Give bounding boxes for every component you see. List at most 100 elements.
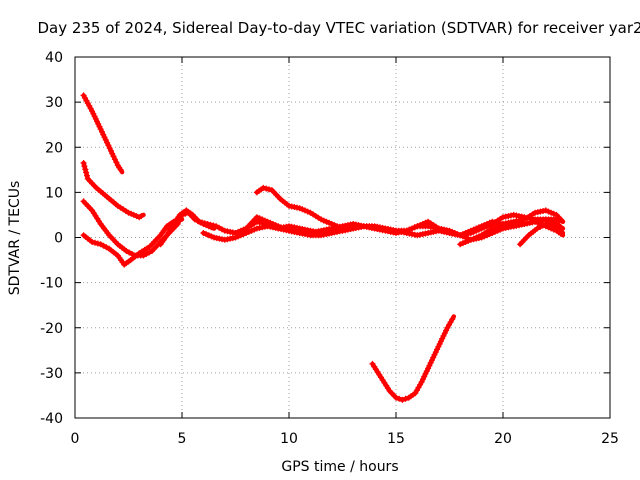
data-point bbox=[138, 213, 145, 220]
data-point bbox=[208, 233, 215, 240]
data-point bbox=[283, 226, 290, 233]
data-point bbox=[393, 394, 399, 401]
data-point bbox=[196, 218, 203, 225]
data-point bbox=[432, 349, 439, 356]
data-point bbox=[264, 218, 271, 225]
data-point bbox=[429, 357, 435, 364]
data-point bbox=[470, 228, 477, 235]
data-point bbox=[200, 230, 207, 236]
data-point bbox=[441, 227, 448, 234]
data-point bbox=[542, 207, 549, 214]
data-point bbox=[304, 208, 311, 215]
data-point bbox=[106, 145, 113, 152]
data-point bbox=[557, 216, 564, 223]
data-point bbox=[125, 209, 132, 216]
data-point bbox=[97, 126, 104, 133]
chart-title: Day 235 of 2024, Sidereal Day-to-day VTE… bbox=[37, 19, 640, 37]
markers-trace-9 bbox=[457, 207, 564, 248]
y-tick-label: -20 bbox=[40, 321, 63, 337]
data-point bbox=[548, 222, 555, 229]
data-point bbox=[548, 209, 555, 216]
y-tick-label: 20 bbox=[45, 140, 63, 156]
data-point bbox=[207, 221, 214, 228]
y-tick-label: -40 bbox=[40, 411, 63, 427]
data-point bbox=[251, 226, 258, 233]
data-point bbox=[296, 205, 303, 212]
data-point bbox=[201, 220, 208, 227]
data-point bbox=[478, 225, 485, 232]
y-tick-label: -30 bbox=[40, 366, 63, 382]
x-tick-label: 15 bbox=[387, 431, 405, 447]
data-point bbox=[414, 223, 421, 230]
data-point bbox=[256, 215, 263, 222]
data-point bbox=[470, 235, 477, 242]
data-point bbox=[417, 222, 424, 229]
markers-trace-11 bbox=[369, 316, 456, 403]
data-point bbox=[475, 233, 482, 240]
data-point bbox=[422, 219, 429, 226]
x-axis-label: GPS time / hours bbox=[281, 459, 398, 475]
data-point bbox=[425, 365, 432, 372]
markers-trace-8 bbox=[243, 211, 563, 239]
x-tick-label: 10 bbox=[280, 431, 298, 447]
data-point bbox=[497, 222, 504, 229]
markers-trace-4 bbox=[80, 217, 183, 268]
data-point bbox=[427, 359, 434, 366]
data-point bbox=[272, 222, 279, 229]
y-tick-label: 10 bbox=[45, 185, 63, 201]
markers-trace-10 bbox=[517, 221, 564, 248]
data-point bbox=[108, 147, 114, 154]
data-point bbox=[81, 163, 88, 170]
data-point bbox=[263, 185, 270, 192]
data-point bbox=[267, 219, 274, 226]
data-point bbox=[92, 239, 98, 246]
data-point bbox=[232, 234, 239, 241]
data-point bbox=[204, 221, 211, 227]
markers-trace-1 bbox=[80, 92, 124, 173]
data-point bbox=[465, 237, 472, 244]
data-point bbox=[435, 343, 442, 350]
data-point bbox=[266, 186, 272, 193]
data-point bbox=[418, 378, 425, 385]
data-point bbox=[421, 373, 428, 380]
data-point bbox=[396, 395, 403, 402]
data-point bbox=[489, 225, 496, 232]
x-tick-label: 5 bbox=[178, 431, 187, 447]
y-tick-label: 0 bbox=[54, 231, 63, 247]
data-point bbox=[260, 184, 267, 191]
data-point bbox=[90, 110, 97, 117]
data-point bbox=[430, 354, 437, 361]
data-point bbox=[467, 236, 474, 243]
data-point bbox=[320, 217, 327, 224]
series-group bbox=[80, 92, 566, 403]
data-point bbox=[542, 221, 549, 227]
data-point bbox=[99, 128, 105, 135]
data-point bbox=[434, 346, 441, 353]
data-point bbox=[318, 216, 325, 223]
data-point bbox=[89, 239, 96, 245]
data-point bbox=[423, 368, 430, 375]
data-point bbox=[557, 228, 564, 235]
data-point bbox=[104, 139, 111, 146]
data-point bbox=[426, 362, 433, 369]
data-point bbox=[275, 223, 282, 230]
data-point bbox=[84, 172, 90, 179]
data-point bbox=[80, 160, 87, 166]
data-point bbox=[420, 376, 426, 383]
data-point bbox=[240, 231, 247, 238]
data-point bbox=[545, 221, 552, 228]
grid bbox=[75, 57, 610, 418]
data-point bbox=[494, 223, 501, 230]
data-point bbox=[302, 207, 308, 214]
data-point bbox=[101, 134, 108, 141]
data-point bbox=[105, 142, 112, 149]
data-point bbox=[83, 169, 90, 176]
data-point bbox=[411, 224, 418, 231]
y-axis-label: SDTVAR / TECUs bbox=[7, 181, 23, 296]
data-point bbox=[436, 341, 443, 347]
data-point bbox=[261, 217, 268, 224]
data-point bbox=[440, 332, 447, 339]
data-point bbox=[130, 211, 137, 218]
data-point bbox=[486, 222, 493, 229]
